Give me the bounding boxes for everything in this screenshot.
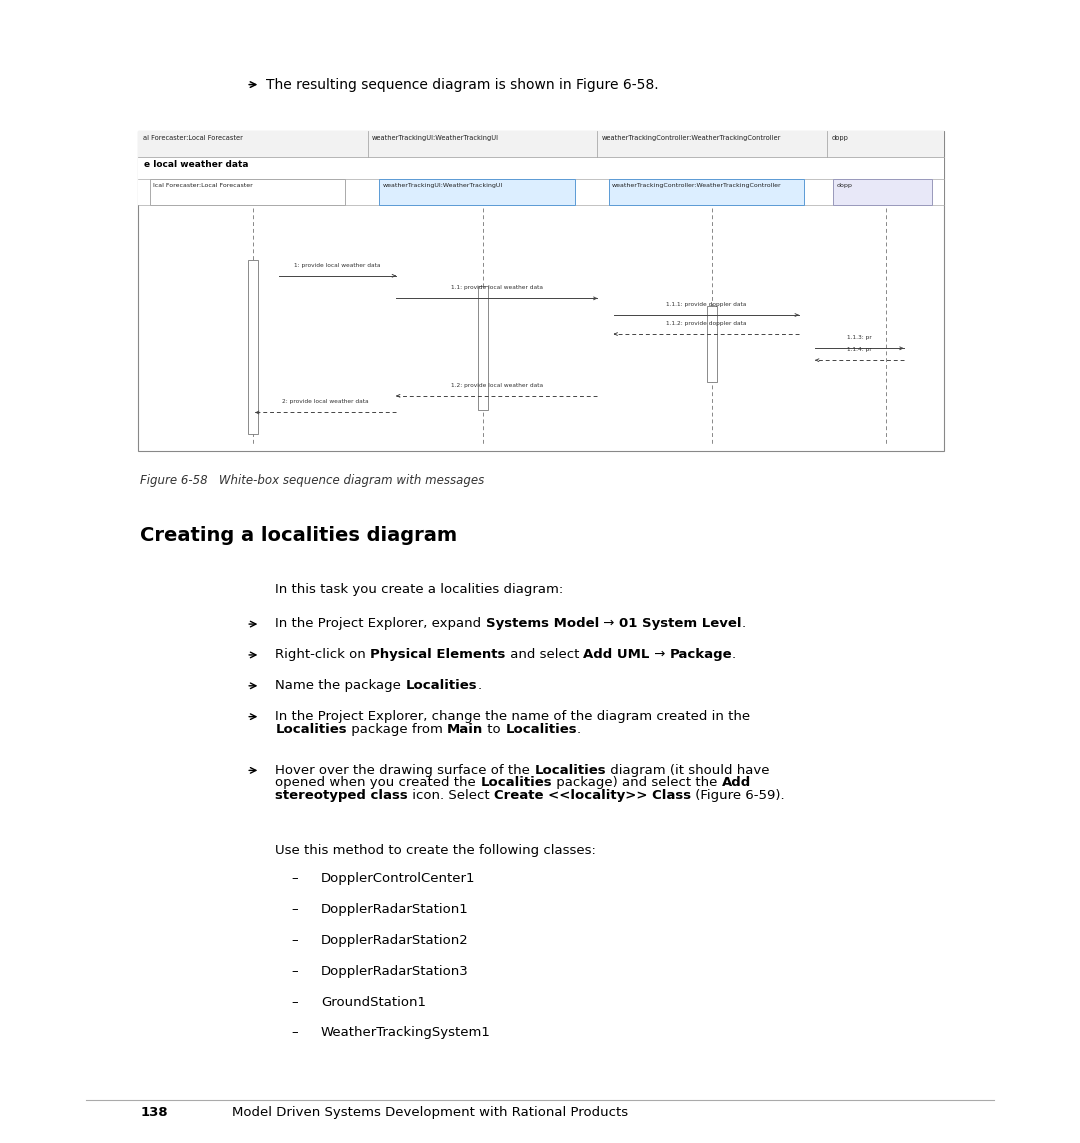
Text: 138: 138	[140, 1106, 168, 1119]
Text: DopplerRadarStation1: DopplerRadarStation1	[321, 903, 469, 916]
Text: →: →	[650, 648, 670, 661]
Text: 1.1: provide local weather data: 1.1: provide local weather data	[450, 286, 543, 290]
Text: Systems Model: Systems Model	[486, 617, 599, 630]
Bar	[707, 305, 717, 382]
Text: Localities: Localities	[405, 679, 477, 692]
Text: package) and select the: package) and select the	[552, 776, 721, 790]
Text: and select: and select	[505, 648, 583, 661]
Text: lcal Forecaster:Local Forecaster: lcal Forecaster:Local Forecaster	[153, 183, 253, 187]
Text: Localities: Localities	[535, 764, 606, 776]
Text: 1: provide local weather data: 1: provide local weather data	[295, 263, 381, 267]
Text: Localities: Localities	[275, 722, 347, 736]
Text: 1.2: provide local weather data: 1.2: provide local weather data	[450, 383, 543, 387]
Text: dopp: dopp	[836, 183, 852, 187]
Text: Model Driven Systems Development with Rational Products: Model Driven Systems Development with Ra…	[232, 1106, 629, 1119]
Text: 1.1.2: provide doppler data: 1.1.2: provide doppler data	[666, 321, 746, 326]
Text: Add UML: Add UML	[583, 648, 650, 661]
Text: The resulting sequence diagram is shown in Figure 6-58.: The resulting sequence diagram is shown …	[266, 78, 659, 91]
Text: DopplerRadarStation3: DopplerRadarStation3	[321, 965, 469, 977]
Text: In this task you create a localities diagram:: In this task you create a localities dia…	[275, 583, 564, 596]
Bar	[138, 131, 944, 451]
Text: Add: Add	[721, 776, 751, 790]
Text: opened when you created the: opened when you created the	[275, 776, 481, 790]
Text: Localities: Localities	[505, 722, 577, 736]
Text: Figure 6-58   White-box sequence diagram with messages: Figure 6-58 White-box sequence diagram w…	[140, 474, 485, 487]
Text: –: –	[292, 1026, 298, 1039]
Text: →: →	[599, 617, 619, 630]
Text: Hover over the drawing surface of the: Hover over the drawing surface of the	[275, 764, 535, 776]
Text: –: –	[292, 965, 298, 977]
Text: icon. Select: icon. Select	[408, 789, 494, 802]
Bar	[833, 179, 932, 205]
Text: to: to	[484, 722, 505, 736]
Text: In the Project Explorer, change the name of the diagram created in the: In the Project Explorer, change the name…	[275, 710, 751, 722]
Text: 2: provide local weather data: 2: provide local weather data	[282, 400, 369, 405]
Text: Right-click on: Right-click on	[275, 648, 370, 661]
Text: weatherTrackingUI:WeatherTrackingUI: weatherTrackingUI:WeatherTrackingUI	[382, 183, 503, 187]
Bar	[247, 261, 258, 434]
Bar	[379, 179, 575, 205]
Text: weatherTrackingController:WeatherTrackingController: weatherTrackingController:WeatherTrackin…	[612, 183, 782, 187]
Text: –: –	[292, 934, 298, 946]
Text: DopplerControlCenter1: DopplerControlCenter1	[321, 872, 475, 885]
Text: 1.1.3: pr: 1.1.3: pr	[847, 335, 872, 341]
Bar	[138, 179, 944, 205]
Text: diagram (it should have: diagram (it should have	[606, 764, 770, 776]
Text: dopp: dopp	[832, 135, 848, 141]
Text: –: –	[292, 996, 298, 1008]
Text: –: –	[292, 872, 298, 885]
Text: 01 System Level: 01 System Level	[619, 617, 741, 630]
Text: Physical Elements: Physical Elements	[370, 648, 505, 661]
Text: (Figure 6-59).: (Figure 6-59).	[691, 789, 785, 802]
Text: .: .	[732, 648, 737, 661]
Text: Localities: Localities	[481, 776, 552, 790]
Text: weatherTrackingUI:WeatherTrackingUI: weatherTrackingUI:WeatherTrackingUI	[373, 135, 499, 141]
Text: stereotyped class: stereotyped class	[275, 789, 408, 802]
Text: In the Project Explorer, expand: In the Project Explorer, expand	[275, 617, 486, 630]
Text: .: .	[477, 679, 482, 692]
Bar	[477, 287, 487, 410]
Text: e local weather data: e local weather data	[144, 160, 248, 169]
Text: –: –	[292, 903, 298, 916]
Text: DopplerRadarStation2: DopplerRadarStation2	[321, 934, 469, 946]
Text: GroundStation1: GroundStation1	[321, 996, 426, 1008]
Text: weatherTrackingController:WeatherTrackingController: weatherTrackingController:WeatherTrackin…	[602, 135, 781, 141]
Text: Create <<locality>> Class: Create <<locality>> Class	[494, 789, 691, 802]
Text: WeatherTrackingSystem1: WeatherTrackingSystem1	[321, 1026, 490, 1039]
Text: .: .	[577, 722, 581, 736]
Bar	[138, 157, 944, 179]
Text: Creating a localities diagram: Creating a localities diagram	[140, 526, 458, 545]
Text: .: .	[741, 617, 745, 630]
Text: 1.1.4: pr: 1.1.4: pr	[847, 347, 872, 352]
Text: Package: Package	[670, 648, 732, 661]
Text: Main: Main	[447, 722, 484, 736]
Text: Use this method to create the following classes:: Use this method to create the following …	[275, 844, 596, 856]
Bar	[138, 131, 944, 157]
Text: 1.1.1: provide doppler data: 1.1.1: provide doppler data	[666, 302, 746, 307]
Text: Name the package: Name the package	[275, 679, 405, 692]
Bar	[150, 179, 345, 205]
Text: al Forecaster:Local Forecaster: al Forecaster:Local Forecaster	[143, 135, 242, 141]
Bar	[609, 179, 805, 205]
Text: package from: package from	[347, 722, 447, 736]
